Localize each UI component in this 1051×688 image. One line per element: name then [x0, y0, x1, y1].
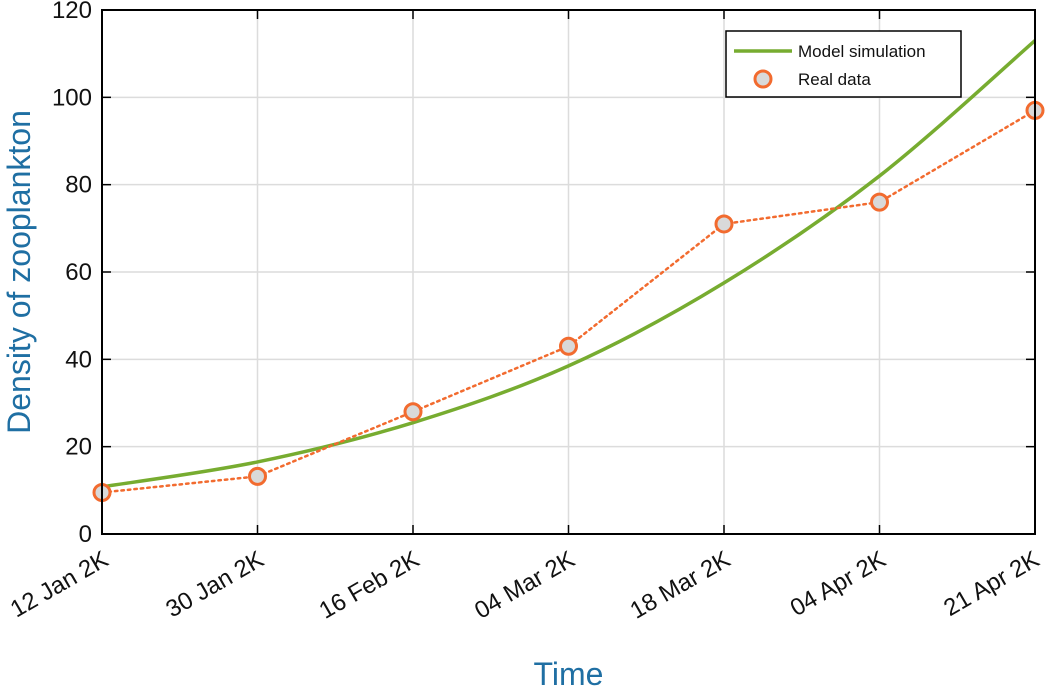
x-tick-label: 04 Mar 2K: [470, 546, 579, 625]
y-tick-label: 80: [65, 172, 92, 199]
x-tick-label: 12 Jan 2K: [6, 546, 113, 623]
plot-series: [92, 39, 1045, 503]
data-point-real-data: [870, 192, 889, 212]
x-axis-label: Time: [534, 656, 604, 688]
x-tick-label: 18 Mar 2K: [626, 546, 735, 625]
x-tick-label: 21 Apr 2K: [939, 546, 1044, 622]
data-point-real-data: [559, 336, 578, 356]
data-point-real-data: [714, 214, 734, 234]
legend-label-real-data: Real data: [798, 70, 871, 89]
y-tick-label: 20: [65, 434, 92, 461]
y-tick-label: 120: [52, 0, 92, 24]
legend-label-model-simulation: Model simulation: [798, 42, 926, 61]
legend-swatch-real-data: [753, 69, 773, 89]
x-tick-labels: 12 Jan 2K 30 Jan 2K 16 Feb 2K 04 Mar 2K 18 M…: [6, 546, 1044, 625]
y-tick-label: 0: [79, 521, 92, 548]
x-tick-label: 16 Feb 2K: [315, 546, 424, 625]
series-line-model-simulation: [101, 39, 1037, 489]
x-tick-label: 30 Jan 2K: [161, 546, 268, 623]
data-point-real-data: [248, 466, 267, 486]
y-tick-label: 60: [65, 259, 92, 286]
y-tick-labels: 0 20 40 60 80 100 120: [52, 0, 92, 548]
x-tick-label: 04 Apr 2K: [786, 546, 891, 622]
axis-ticks: [101, 9, 1036, 535]
y-tick-label: 100: [52, 84, 92, 111]
legend: Model simulation Real data: [725, 30, 962, 98]
data-point-real-data: [403, 402, 423, 422]
y-axis-label: Density of zooplankton: [1, 110, 37, 434]
y-tick-label: 40: [65, 346, 92, 373]
